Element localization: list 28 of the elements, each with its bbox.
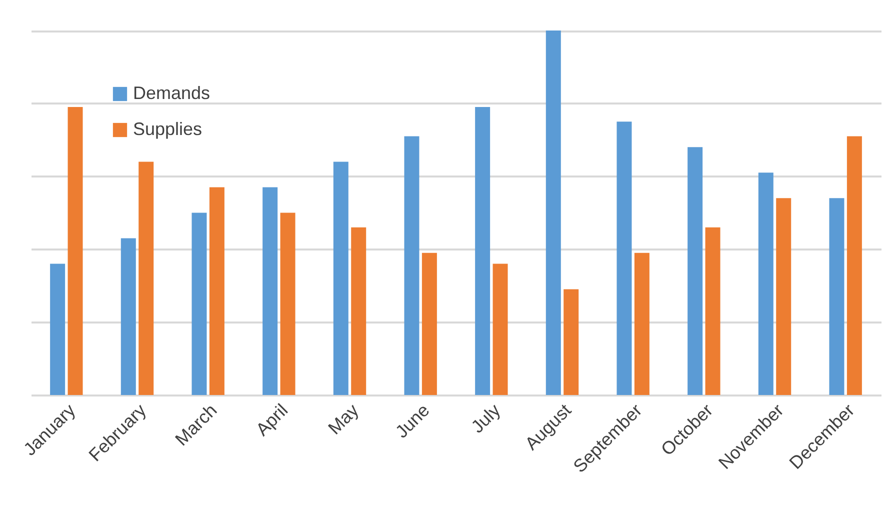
bar [280, 212, 296, 395]
bar [351, 227, 366, 395]
bar [776, 198, 792, 395]
bar [829, 198, 844, 395]
bar [688, 147, 703, 395]
bar [50, 264, 66, 395]
bar [546, 30, 561, 395]
bar [209, 187, 224, 395]
bar [192, 212, 207, 395]
bar [404, 136, 420, 395]
bar [138, 162, 154, 395]
bar [564, 289, 579, 395]
legend-label: Supplies [133, 119, 202, 139]
bar [120, 238, 136, 395]
x-tick-label: May [324, 400, 362, 438]
legend-label: Demands [133, 83, 210, 103]
bar [705, 227, 720, 395]
bar [616, 122, 632, 395]
bar [846, 136, 862, 395]
bar [475, 107, 490, 395]
bar [634, 252, 650, 395]
bar [758, 172, 774, 395]
x-tick-label: July [467, 400, 504, 437]
bar [492, 264, 508, 395]
bar [262, 187, 278, 395]
bar [333, 162, 348, 395]
bar [422, 252, 437, 395]
bar [68, 107, 83, 395]
